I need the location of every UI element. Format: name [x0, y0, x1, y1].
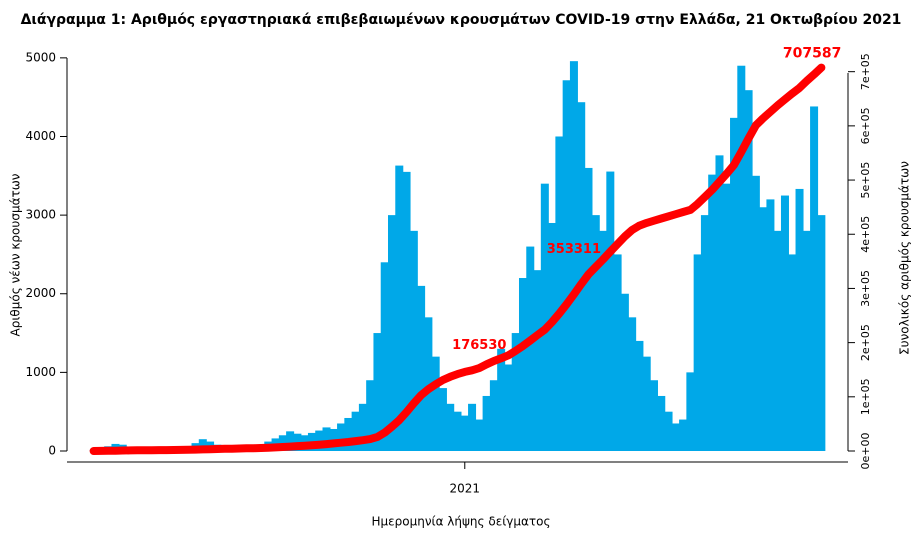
- bar: [497, 348, 506, 451]
- bar: [431, 356, 440, 451]
- bar: [679, 419, 688, 451]
- bar: [388, 215, 397, 451]
- bar: [395, 165, 404, 452]
- bar: [322, 427, 331, 451]
- value-label: 176530: [452, 338, 506, 353]
- bar: [730, 117, 739, 451]
- bar: [751, 175, 760, 451]
- bar: [810, 106, 819, 451]
- bar: [569, 61, 578, 451]
- y-tick-label: 3000: [25, 208, 56, 222]
- bar: [766, 199, 775, 451]
- bar: [198, 439, 207, 451]
- bar: [417, 285, 426, 451]
- y-tick-label: 1000: [25, 365, 56, 379]
- bar: [351, 411, 360, 451]
- y-tick-label: 0: [48, 444, 56, 458]
- bar: [518, 278, 527, 451]
- bar: [468, 403, 477, 451]
- y-tick-label: 4000: [25, 129, 56, 143]
- bar: [664, 411, 673, 451]
- y-tick-label: 2000: [25, 286, 56, 300]
- bar: [373, 333, 382, 451]
- line: [89, 63, 826, 455]
- y2-tick-label: 0e+00: [859, 433, 872, 470]
- bar: [715, 155, 724, 451]
- bar: [577, 102, 586, 452]
- bar: [686, 372, 695, 451]
- bar: [722, 183, 731, 451]
- bar: [460, 415, 469, 451]
- y2-tick-label: 5e+05: [859, 162, 872, 199]
- bar: [802, 230, 811, 451]
- chart-title: Διάγραμμα 1: Αριθμός εργαστηριακά επιβεβ…: [21, 12, 902, 28]
- value-label: 353311: [547, 242, 601, 257]
- bar: [708, 174, 717, 451]
- y-axis-label: Αριθμός νέων κρουσμάτων: [9, 173, 23, 336]
- bar: [533, 270, 542, 451]
- bar: [657, 395, 666, 451]
- bar: [358, 403, 367, 451]
- bar: [700, 215, 709, 451]
- bar: [759, 207, 768, 451]
- bar: [744, 90, 753, 452]
- bar: [693, 254, 702, 451]
- bar: [606, 171, 615, 451]
- y-tick-label: 5000: [25, 50, 56, 64]
- bar: [620, 293, 629, 451]
- bar: [737, 65, 746, 451]
- bar: [511, 333, 520, 451]
- bar: [642, 356, 651, 451]
- bar: [504, 364, 513, 451]
- bar: [584, 167, 593, 452]
- bar: [344, 417, 353, 451]
- bar: [591, 215, 600, 451]
- y2-tick-label: 1e+05: [859, 378, 872, 415]
- bar: [489, 380, 498, 451]
- y2-tick-label: 6e+05: [859, 107, 872, 144]
- bar: [635, 340, 644, 451]
- x-axis-label: Ημερομηνία λήψης δείγματος: [371, 515, 550, 529]
- y2-tick-label: 2e+05: [859, 324, 872, 361]
- bar: [402, 171, 411, 451]
- bar: [453, 411, 462, 451]
- bar: [424, 317, 433, 451]
- bar: [773, 230, 782, 451]
- bar: [788, 254, 797, 451]
- y2-tick-label: 4e+05: [859, 216, 872, 253]
- x-tick-label: 2021: [450, 482, 481, 496]
- bar: [438, 388, 447, 451]
- bar: [540, 183, 549, 451]
- bar: [795, 188, 804, 452]
- bar: [671, 423, 680, 451]
- bar: [409, 230, 418, 451]
- bar: [562, 80, 571, 451]
- bar: [817, 215, 826, 451]
- value-label: 707587: [783, 46, 841, 62]
- bar: [649, 380, 658, 451]
- bar: [599, 230, 608, 451]
- bar: [380, 262, 389, 451]
- bar: [482, 395, 491, 451]
- bar: [366, 380, 375, 451]
- bar: [613, 254, 622, 451]
- bar: [555, 136, 564, 452]
- bar: [526, 246, 535, 451]
- bar: [337, 423, 346, 451]
- bar: [475, 419, 484, 451]
- bar: [548, 222, 557, 451]
- y2-tick-label: 3e+05: [859, 270, 872, 307]
- y2-tick-label: 7e+05: [859, 53, 872, 90]
- bar: [446, 403, 455, 451]
- bar: [780, 195, 789, 451]
- y2-axis-label: Συνολικός αριθμός κρουσμάτων: [898, 161, 912, 355]
- bar: [628, 317, 637, 451]
- bar: [286, 431, 295, 451]
